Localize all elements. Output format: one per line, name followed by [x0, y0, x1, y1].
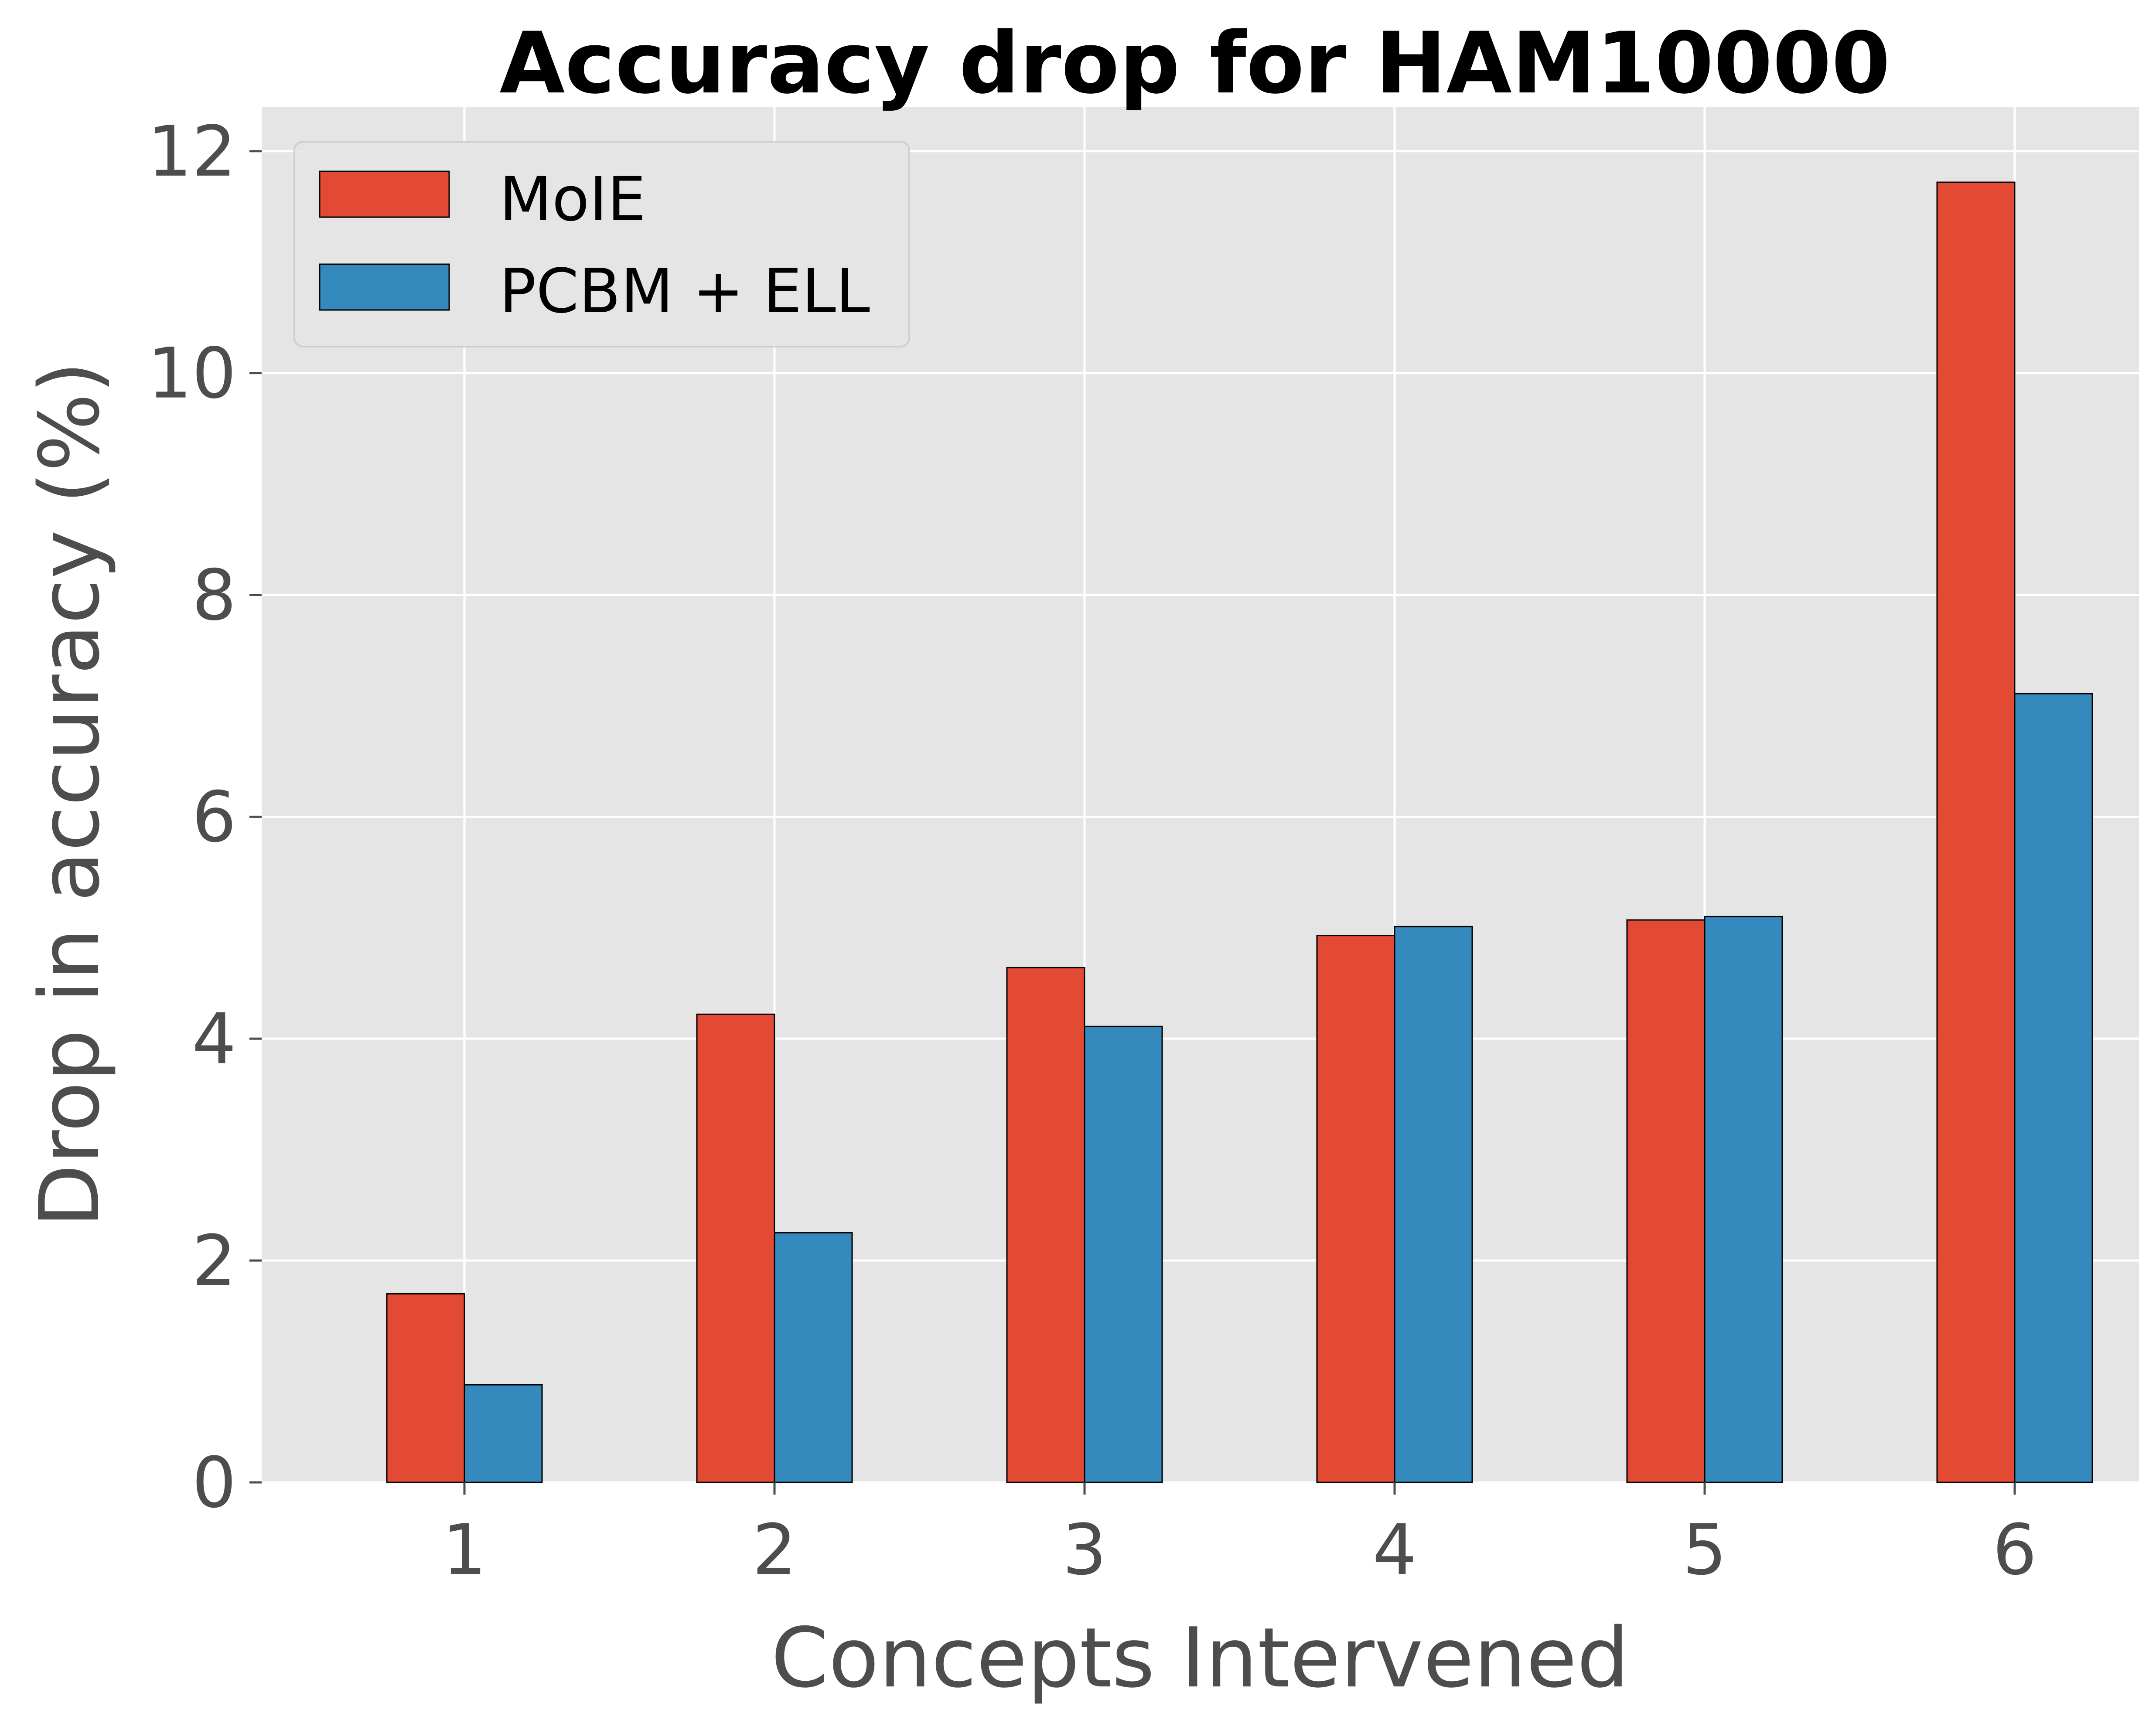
legend-swatch-moie: [319, 170, 450, 218]
x-axis-label: Concepts Intervened: [771, 1610, 1629, 1706]
x-tick-label: 2: [752, 1509, 797, 1591]
x-tick-label: 5: [1682, 1509, 1727, 1591]
y-tick-label: 12: [147, 111, 236, 192]
x-tick-label: 4: [1372, 1509, 1417, 1591]
legend: MoIE PCBM + ELL: [293, 141, 910, 347]
bar-moie-5: [1626, 919, 1706, 1483]
bar-moie-2: [696, 1013, 775, 1483]
bar-moie-1: [386, 1293, 465, 1483]
bar-moie-3: [1006, 967, 1085, 1483]
bar-pcbm-ell-1: [464, 1384, 543, 1483]
bar-pcbm-ell-5: [1704, 916, 1783, 1483]
bar-pcbm-ell-3: [1084, 1025, 1163, 1483]
y-tick-label: 2: [192, 1220, 236, 1301]
y-axis-label: Drop in accuracy (%): [22, 361, 118, 1228]
y-tick-label: 8: [192, 555, 236, 636]
legend-swatch-pcbm-ell: [319, 263, 450, 311]
y-tick-label: 4: [192, 998, 236, 1080]
bar-pcbm-ell-4: [1394, 926, 1473, 1483]
bar-pcbm-ell-6: [2014, 693, 2093, 1483]
x-tick-label: 3: [1062, 1509, 1107, 1591]
legend-label-moie: MoIE: [499, 164, 646, 235]
x-tick-label: 1: [442, 1509, 487, 1591]
bar-moie-6: [1936, 181, 2016, 1483]
legend-label-pcbm-ell: PCBM + ELL: [499, 256, 870, 327]
bars: [386, 181, 2093, 1483]
bar-pcbm-ell-2: [774, 1232, 853, 1483]
x-tick-label: 6: [1992, 1509, 2037, 1591]
y-tick-label: 10: [147, 333, 236, 414]
y-tick-label: 6: [192, 776, 236, 858]
y-tick-label: 0: [192, 1442, 236, 1523]
bar-moie-4: [1316, 935, 1395, 1483]
chart-title: Accuracy drop for HAM10000: [499, 14, 1890, 112]
